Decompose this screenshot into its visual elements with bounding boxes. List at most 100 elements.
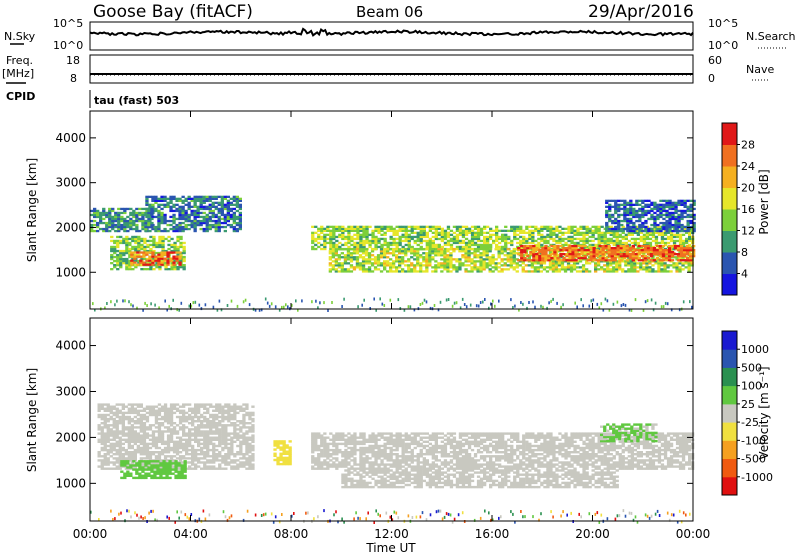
- x-axis-label: Time UT: [365, 541, 416, 554]
- y-tick-label: 1000: [55, 476, 86, 490]
- x-tick: 00:00: [73, 111, 108, 541]
- colorbar-swatch: [722, 166, 737, 188]
- nsearch-label: N.Search: [746, 30, 796, 43]
- near-range-speckle: [92, 297, 693, 312]
- x-tick-label: 00:00: [676, 527, 711, 541]
- colorbar-swatch: [722, 349, 737, 368]
- y-tick: 3000: [55, 176, 693, 190]
- colorbar-swatch: [722, 403, 737, 423]
- velocity-colorbar-label: Velocity [m s⁻¹]: [757, 366, 771, 459]
- y-tick-label: 4000: [55, 339, 86, 353]
- y-tick: 1000: [55, 265, 693, 279]
- colorbar-swatch: [722, 385, 737, 405]
- y-tick: 2000: [55, 430, 693, 444]
- x-tick-label: 08:00: [274, 527, 309, 541]
- x-tick-label: 04:00: [173, 527, 208, 541]
- x-tick-label: 20:00: [575, 527, 610, 541]
- nsky-label: N.Sky: [4, 30, 36, 43]
- beam-title: Beam 06: [356, 3, 423, 21]
- y-tick-label: 3000: [55, 176, 86, 190]
- noise-trace: [89, 27, 694, 37]
- noise-panel: N.Sky 10^5 10^0 10^5 10^0 N.Search: [4, 17, 796, 52]
- velocity-panel: 1000 2000 3000 4000 Slant Range [km]: [25, 317, 695, 524]
- power-colorbar-label: Power [dB]: [757, 169, 771, 234]
- freq-tick-top: 18: [66, 54, 80, 67]
- x-tick: 04:00: [173, 111, 208, 541]
- freq-panel: Freq. [MHz] 18 8 60 0 Nave: [2, 54, 774, 85]
- x-tick: 00:00: [676, 111, 711, 541]
- time-axis: 00:00 04:00 08:00 12:00 16:00 20:00 00:00: [73, 111, 711, 541]
- data-band: [341, 469, 619, 489]
- colorbar-swatch: [722, 331, 737, 350]
- colorbar-tick-label: 500: [741, 361, 762, 374]
- y-tick-label: 1000: [55, 265, 86, 279]
- data-band: [273, 440, 292, 466]
- noise-tick-bottom-left: 10^0: [53, 39, 83, 52]
- colorbar-swatch: [722, 422, 737, 441]
- x-tick: 20:00: [575, 111, 610, 541]
- velocity-y-ticks: 1000 2000 3000 4000: [55, 339, 693, 490]
- y-tick-label: 2000: [55, 430, 86, 444]
- x-tick-label: 16:00: [475, 527, 510, 541]
- colorbar-swatch: [722, 458, 737, 478]
- velocity-y-label: Slant Range [km]: [25, 368, 39, 472]
- data-band: [145, 195, 242, 233]
- y-tick: 1000: [55, 476, 693, 490]
- colorbar-tick-label: 24: [741, 160, 755, 173]
- colorbar-swatch: [722, 209, 737, 231]
- data-band: [97, 403, 255, 470]
- cpid-value: tau (fast) 503: [94, 94, 179, 107]
- freq-unit: [MHz]: [2, 67, 34, 80]
- power-y-label: Slant Range [km]: [25, 158, 39, 262]
- x-tick: 12:00: [374, 111, 409, 541]
- cpid-label: CPID: [6, 90, 35, 103]
- y-tick-label: 3000: [55, 384, 86, 398]
- x-tick-label: 00:00: [73, 527, 108, 541]
- nave-tick-bottom: 0: [708, 72, 715, 85]
- velocity-colorbar: -1000 -500 -100 -25 25 100 500 1000: [721, 330, 773, 496]
- colorbar-swatch: [722, 123, 737, 145]
- colorbar-tick-label: 4: [741, 268, 748, 281]
- y-tick-label: 2000: [55, 220, 86, 234]
- colorbar-tick-label: -100: [741, 434, 766, 447]
- data-band: [90, 207, 154, 233]
- colorbar-swatch: [722, 476, 737, 496]
- colorbar-tick-label: -25: [741, 416, 759, 429]
- freq-tick-bottom: 8: [70, 72, 77, 85]
- colorbar-swatch: [722, 273, 737, 296]
- y-tick: 4000: [55, 131, 693, 145]
- colorbar-tick-label: 20: [741, 182, 755, 195]
- nave-label: Nave: [746, 63, 774, 76]
- velocity-heatmap-cells: [90, 403, 695, 524]
- colorbar-swatch: [722, 187, 737, 210]
- nave-tick-top: 60: [708, 54, 722, 67]
- y-tick: 4000: [55, 339, 693, 353]
- freq-label: Freq.: [6, 54, 33, 67]
- colorbar-swatch: [722, 440, 737, 459]
- colorbar-tick-label: 16: [741, 203, 755, 216]
- y-tick-label: 4000: [55, 131, 86, 145]
- near-range-speckle: [90, 509, 691, 524]
- power-colorbar: 4 8 12 16 20 24 28: [721, 122, 755, 296]
- noise-tick-top-right: 10^5: [708, 17, 738, 30]
- y-tick: 3000: [55, 384, 693, 398]
- data-band: [130, 251, 182, 266]
- colorbar-swatch: [722, 367, 737, 387]
- station-title: Goose Bay (fitACF): [93, 2, 253, 22]
- data-band: [600, 423, 658, 443]
- colorbar-tick-label: -500: [741, 453, 766, 466]
- x-tick: 16:00: [475, 111, 510, 541]
- power-y-ticks: 1000 2000 3000 4000: [55, 131, 693, 279]
- noise-tick-bottom-right: 10^0: [708, 39, 738, 52]
- y-tick: 2000: [55, 220, 693, 234]
- colorbar-tick-label: 8: [741, 246, 748, 259]
- colorbar-tick-label: 1000: [741, 343, 769, 356]
- colorbar-tick-label: 100: [741, 380, 762, 393]
- power-panel: 1000 2000 3000 4000 Slant Range [km]: [25, 110, 696, 312]
- colorbar-swatch: [722, 144, 737, 167]
- colorbar-tick-label: 28: [741, 139, 755, 152]
- data-band: [517, 244, 696, 262]
- data-band: [605, 199, 696, 233]
- data-band: [120, 460, 187, 480]
